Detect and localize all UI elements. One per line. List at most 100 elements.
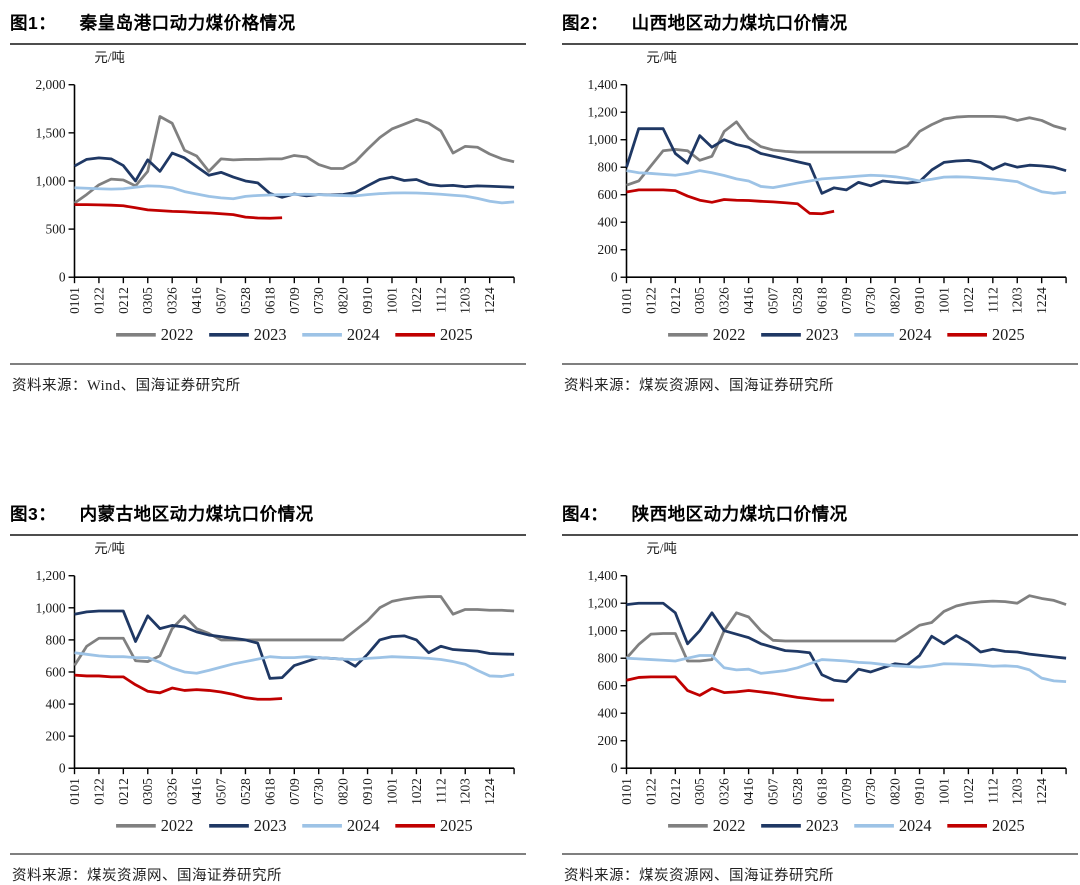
svg-text:0528: 0528 — [790, 287, 805, 314]
svg-text:0910: 0910 — [912, 777, 927, 804]
svg-text:500: 500 — [46, 222, 66, 237]
svg-text:400: 400 — [598, 705, 618, 720]
svg-text:0820: 0820 — [336, 777, 351, 804]
svg-text:2024: 2024 — [347, 816, 380, 835]
svg-text:600: 600 — [598, 678, 618, 693]
svg-text:0305: 0305 — [140, 287, 155, 314]
svg-text:1,200: 1,200 — [587, 595, 617, 610]
svg-text:0101: 0101 — [67, 778, 82, 805]
figure-1-number: 图1： — [10, 13, 57, 33]
svg-text:1001: 1001 — [936, 287, 951, 314]
svg-text:400: 400 — [46, 696, 66, 711]
svg-text:1,000: 1,000 — [587, 623, 617, 638]
svg-text:0730: 0730 — [311, 287, 326, 314]
svg-text:2023: 2023 — [806, 816, 839, 835]
svg-text:1,200: 1,200 — [35, 568, 65, 583]
svg-text:0709: 0709 — [839, 287, 854, 314]
svg-text:2,000: 2,000 — [35, 77, 65, 92]
svg-text:0618: 0618 — [262, 777, 277, 804]
figure-4-number: 图4： — [562, 503, 609, 524]
svg-text:1022: 1022 — [961, 287, 976, 314]
svg-text:0212: 0212 — [668, 778, 683, 805]
svg-text:1203: 1203 — [1010, 287, 1025, 314]
figure-1-source: 资料来源：Wind、国海证券研究所 — [10, 362, 526, 395]
svg-text:2023: 2023 — [254, 325, 287, 344]
svg-text:2024: 2024 — [899, 325, 932, 344]
svg-text:1,200: 1,200 — [587, 105, 617, 120]
svg-text:元/吨: 元/吨 — [94, 540, 124, 555]
svg-text:2025: 2025 — [992, 816, 1025, 835]
line-chart-qinhuangdao-port-coal-price: 元/吨 0 500 1,000 1,500 2,000 0101 0122 0212 0305 03… — [35, 50, 515, 344]
figures-grid: 图1： 秦皇岛港口动力煤价格情况 元/吨 0 500 1,000 1,500 2,000 0… — [0, 6, 1080, 885]
svg-text:1001: 1001 — [384, 778, 399, 805]
svg-text:2025: 2025 — [440, 816, 473, 835]
figure-3-source: 资料来源：煤炭资源网、国海证券研究所 — [10, 853, 526, 885]
figure-3-title: 图3： 内蒙古地区动力煤坑口价情况 — [10, 497, 526, 536]
svg-text:1022: 1022 — [409, 778, 424, 805]
svg-text:0528: 0528 — [238, 777, 253, 804]
svg-text:1224: 1224 — [482, 287, 497, 314]
svg-text:0910: 0910 — [912, 287, 927, 314]
svg-text:2025: 2025 — [992, 325, 1025, 344]
svg-text:0416: 0416 — [741, 287, 756, 314]
svg-text:0212: 0212 — [116, 287, 131, 314]
svg-text:0416: 0416 — [189, 777, 204, 804]
svg-text:0305: 0305 — [140, 777, 155, 804]
svg-text:1224: 1224 — [482, 777, 497, 804]
svg-text:2023: 2023 — [254, 816, 287, 835]
figure-2-title-text: 山西地区动力煤坑口价情况 — [631, 13, 848, 33]
svg-text:1203: 1203 — [458, 777, 473, 804]
svg-text:0730: 0730 — [863, 777, 878, 804]
svg-text:0416: 0416 — [741, 777, 756, 804]
line-chart-shanxi-pithead-coal-price: 元/吨 0 200 400 600 800 1,000 1,200 1,400 0101 0122 0… — [587, 50, 1067, 344]
svg-text:1001: 1001 — [936, 778, 951, 805]
svg-text:1,500: 1,500 — [35, 125, 65, 140]
svg-text:0910: 0910 — [360, 287, 375, 314]
svg-text:2024: 2024 — [899, 816, 932, 835]
svg-text:0507: 0507 — [213, 287, 228, 314]
svg-text:1022: 1022 — [961, 778, 976, 805]
svg-text:0910: 0910 — [360, 777, 375, 804]
svg-text:2023: 2023 — [806, 325, 839, 344]
svg-text:1022: 1022 — [409, 287, 424, 314]
svg-text:0212: 0212 — [668, 287, 683, 314]
svg-text:0326: 0326 — [717, 287, 732, 314]
svg-text:200: 200 — [598, 242, 618, 257]
figure-3-title-text: 内蒙古地区动力煤坑口价情况 — [79, 503, 314, 524]
svg-text:1203: 1203 — [1010, 777, 1025, 804]
svg-text:2022: 2022 — [713, 325, 746, 344]
figure-2-number: 图2： — [562, 13, 609, 33]
svg-text:0820: 0820 — [888, 287, 903, 314]
svg-text:1203: 1203 — [458, 287, 473, 314]
svg-text:元/吨: 元/吨 — [646, 540, 676, 555]
svg-text:1112: 1112 — [433, 287, 448, 313]
svg-text:0212: 0212 — [116, 778, 131, 805]
svg-text:600: 600 — [46, 664, 66, 679]
svg-text:元/吨: 元/吨 — [646, 50, 676, 65]
figure-1-title-text: 秦皇岛港口动力煤价格情况 — [79, 13, 296, 33]
svg-text:2024: 2024 — [347, 325, 380, 344]
line-chart-shaanxi-pithead-coal-price: 元/吨 0 200 400 600 800 1,000 1,200 1,400 0101 0122 0… — [587, 540, 1067, 835]
svg-text:0: 0 — [59, 760, 66, 775]
svg-text:1112: 1112 — [985, 287, 1000, 313]
svg-text:0618: 0618 — [814, 777, 829, 804]
svg-text:1001: 1001 — [384, 287, 399, 314]
figure-4-title: 图4： 陕西地区动力煤坑口价情况 — [562, 497, 1078, 536]
svg-text:0709: 0709 — [287, 287, 302, 314]
svg-text:2025: 2025 — [440, 325, 473, 344]
svg-text:0: 0 — [59, 270, 66, 285]
svg-text:0416: 0416 — [189, 287, 204, 314]
line-chart-inner-mongolia-pithead-coal-price: 元/吨 0 200 400 600 800 1,000 1,200 0101 0122 0212 03… — [35, 540, 515, 835]
svg-text:0709: 0709 — [839, 777, 854, 804]
svg-text:0820: 0820 — [336, 287, 351, 314]
svg-text:2022: 2022 — [161, 816, 194, 835]
svg-text:2022: 2022 — [713, 816, 746, 835]
svg-text:1,000: 1,000 — [587, 132, 617, 147]
figure-4-source: 资料来源：煤炭资源网、国海证券研究所 — [562, 853, 1078, 885]
svg-text:0528: 0528 — [238, 287, 253, 314]
figure-3: 图3： 内蒙古地区动力煤坑口价情况 元/吨 0 200 400 600 800 1,000 1… — [0, 497, 540, 885]
svg-text:0709: 0709 — [287, 777, 302, 804]
svg-text:400: 400 — [598, 215, 618, 230]
svg-text:0618: 0618 — [814, 287, 829, 314]
svg-text:0122: 0122 — [643, 778, 658, 805]
